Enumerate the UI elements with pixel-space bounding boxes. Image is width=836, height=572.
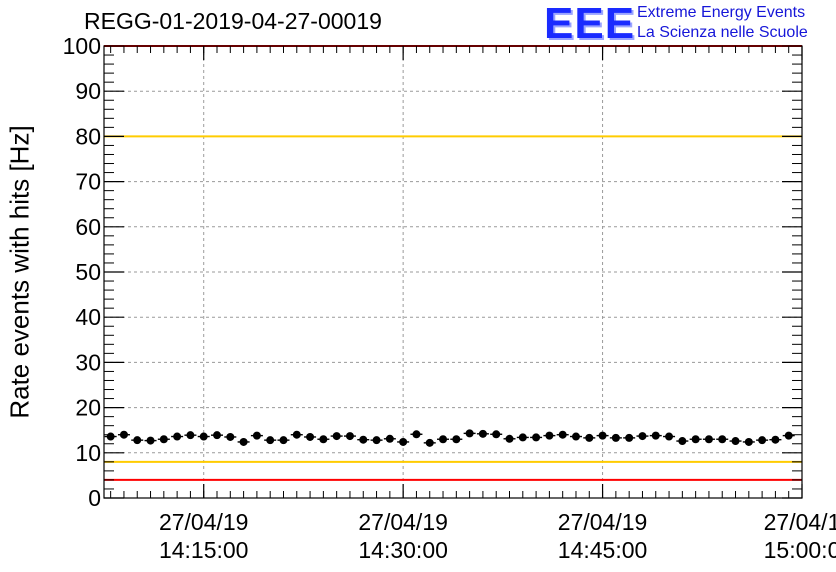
data-point: [691, 435, 700, 444]
chart-title: REGG-01-2019-04-27-00019: [84, 8, 382, 34]
data-point: [678, 437, 687, 446]
data-point: [186, 431, 195, 440]
data-point: [439, 435, 448, 444]
data-point: [133, 436, 142, 445]
reference-lines: [104, 45, 802, 481]
data-point: [345, 432, 354, 441]
data-point: [638, 432, 647, 441]
data-point: [319, 435, 328, 444]
data-point: [558, 430, 567, 439]
x-tick-time: 14:45:00: [558, 537, 648, 563]
y-tick-label: 0: [88, 485, 101, 511]
data-point: [651, 431, 660, 440]
data-point: [758, 436, 767, 445]
data-point: [292, 430, 301, 439]
data-point: [106, 432, 115, 441]
data-point: [306, 432, 315, 441]
data-point: [412, 430, 421, 439]
y-tick-label: 90: [75, 78, 101, 104]
logo-caption-line2: La Scienza nelle Scuole: [637, 24, 808, 41]
data-point: [452, 435, 461, 444]
y-axis-label-text: Rate events with hits [Hz]: [4, 125, 35, 419]
data-point: [239, 437, 248, 446]
data-point: [571, 432, 580, 441]
y-tick-label: 100: [63, 33, 101, 59]
data-point: [465, 429, 474, 438]
data-point: [266, 436, 275, 445]
x-tick-time: 14:30:00: [358, 537, 448, 563]
axis-ticks: [104, 45, 803, 499]
y-tick-label: 50: [75, 259, 101, 285]
data-point: [199, 432, 208, 441]
y-tick-label: 20: [75, 395, 101, 421]
data-point: [226, 432, 235, 441]
grid-lines: [104, 46, 803, 498]
data-point: [784, 431, 793, 440]
data-point: [372, 436, 381, 445]
data-point: [213, 431, 222, 440]
data-point: [585, 433, 594, 442]
data-point: [492, 430, 501, 439]
data-point: [744, 437, 753, 446]
data-point: [518, 433, 527, 442]
data-point: [731, 437, 740, 446]
logo-caption: Extreme Energy Events La Scienza nelle S…: [637, 3, 808, 43]
data-point: [359, 435, 368, 444]
data-point: [505, 434, 514, 443]
data-points: [104, 429, 795, 447]
data-point: [279, 436, 288, 445]
data-point: [665, 432, 674, 441]
data-point: [332, 432, 341, 441]
data-point: [385, 434, 394, 443]
data-point: [173, 432, 182, 441]
data-point: [598, 431, 607, 440]
y-tick-label: 10: [75, 440, 101, 466]
x-tick-date: 27/04/19: [358, 509, 448, 535]
data-point: [704, 435, 713, 444]
data-point: [545, 431, 554, 440]
x-tick-time: 15:00:0: [764, 537, 836, 563]
data-point: [252, 431, 261, 440]
x-tick-date: 27/04/1: [764, 509, 836, 535]
data-point: [146, 436, 155, 445]
data-point: [159, 435, 168, 444]
y-tick-label: 40: [75, 304, 101, 330]
x-tick-time: 14:15:00: [159, 537, 249, 563]
data-point: [718, 435, 727, 444]
y-tick-label: 80: [75, 123, 101, 149]
data-point: [532, 433, 541, 442]
eee-logo: EEE: [544, 0, 636, 48]
data-point: [399, 437, 408, 446]
y-tick-label: 60: [75, 214, 101, 240]
x-tick-labels: 27/04/1914:15:0027/04/1914:30:0027/04/19…: [159, 509, 836, 563]
data-point: [425, 438, 434, 447]
y-tick-label: 30: [75, 349, 101, 375]
data-point: [119, 430, 128, 439]
x-tick-date: 27/04/19: [558, 509, 648, 535]
data-point: [771, 435, 780, 444]
data-point: [625, 433, 634, 442]
y-tick-labels: 0 10 20 30 40 50 60 70 80 90 100: [63, 33, 101, 511]
data-point: [478, 429, 487, 438]
logo-caption-line1: Extreme Energy Events: [637, 4, 806, 21]
x-tick-date: 27/04/19: [159, 509, 249, 535]
data-point: [611, 433, 620, 442]
y-tick-label: 70: [75, 169, 101, 195]
y-axis-label: Rate events with hits [Hz]: [2, 46, 38, 498]
